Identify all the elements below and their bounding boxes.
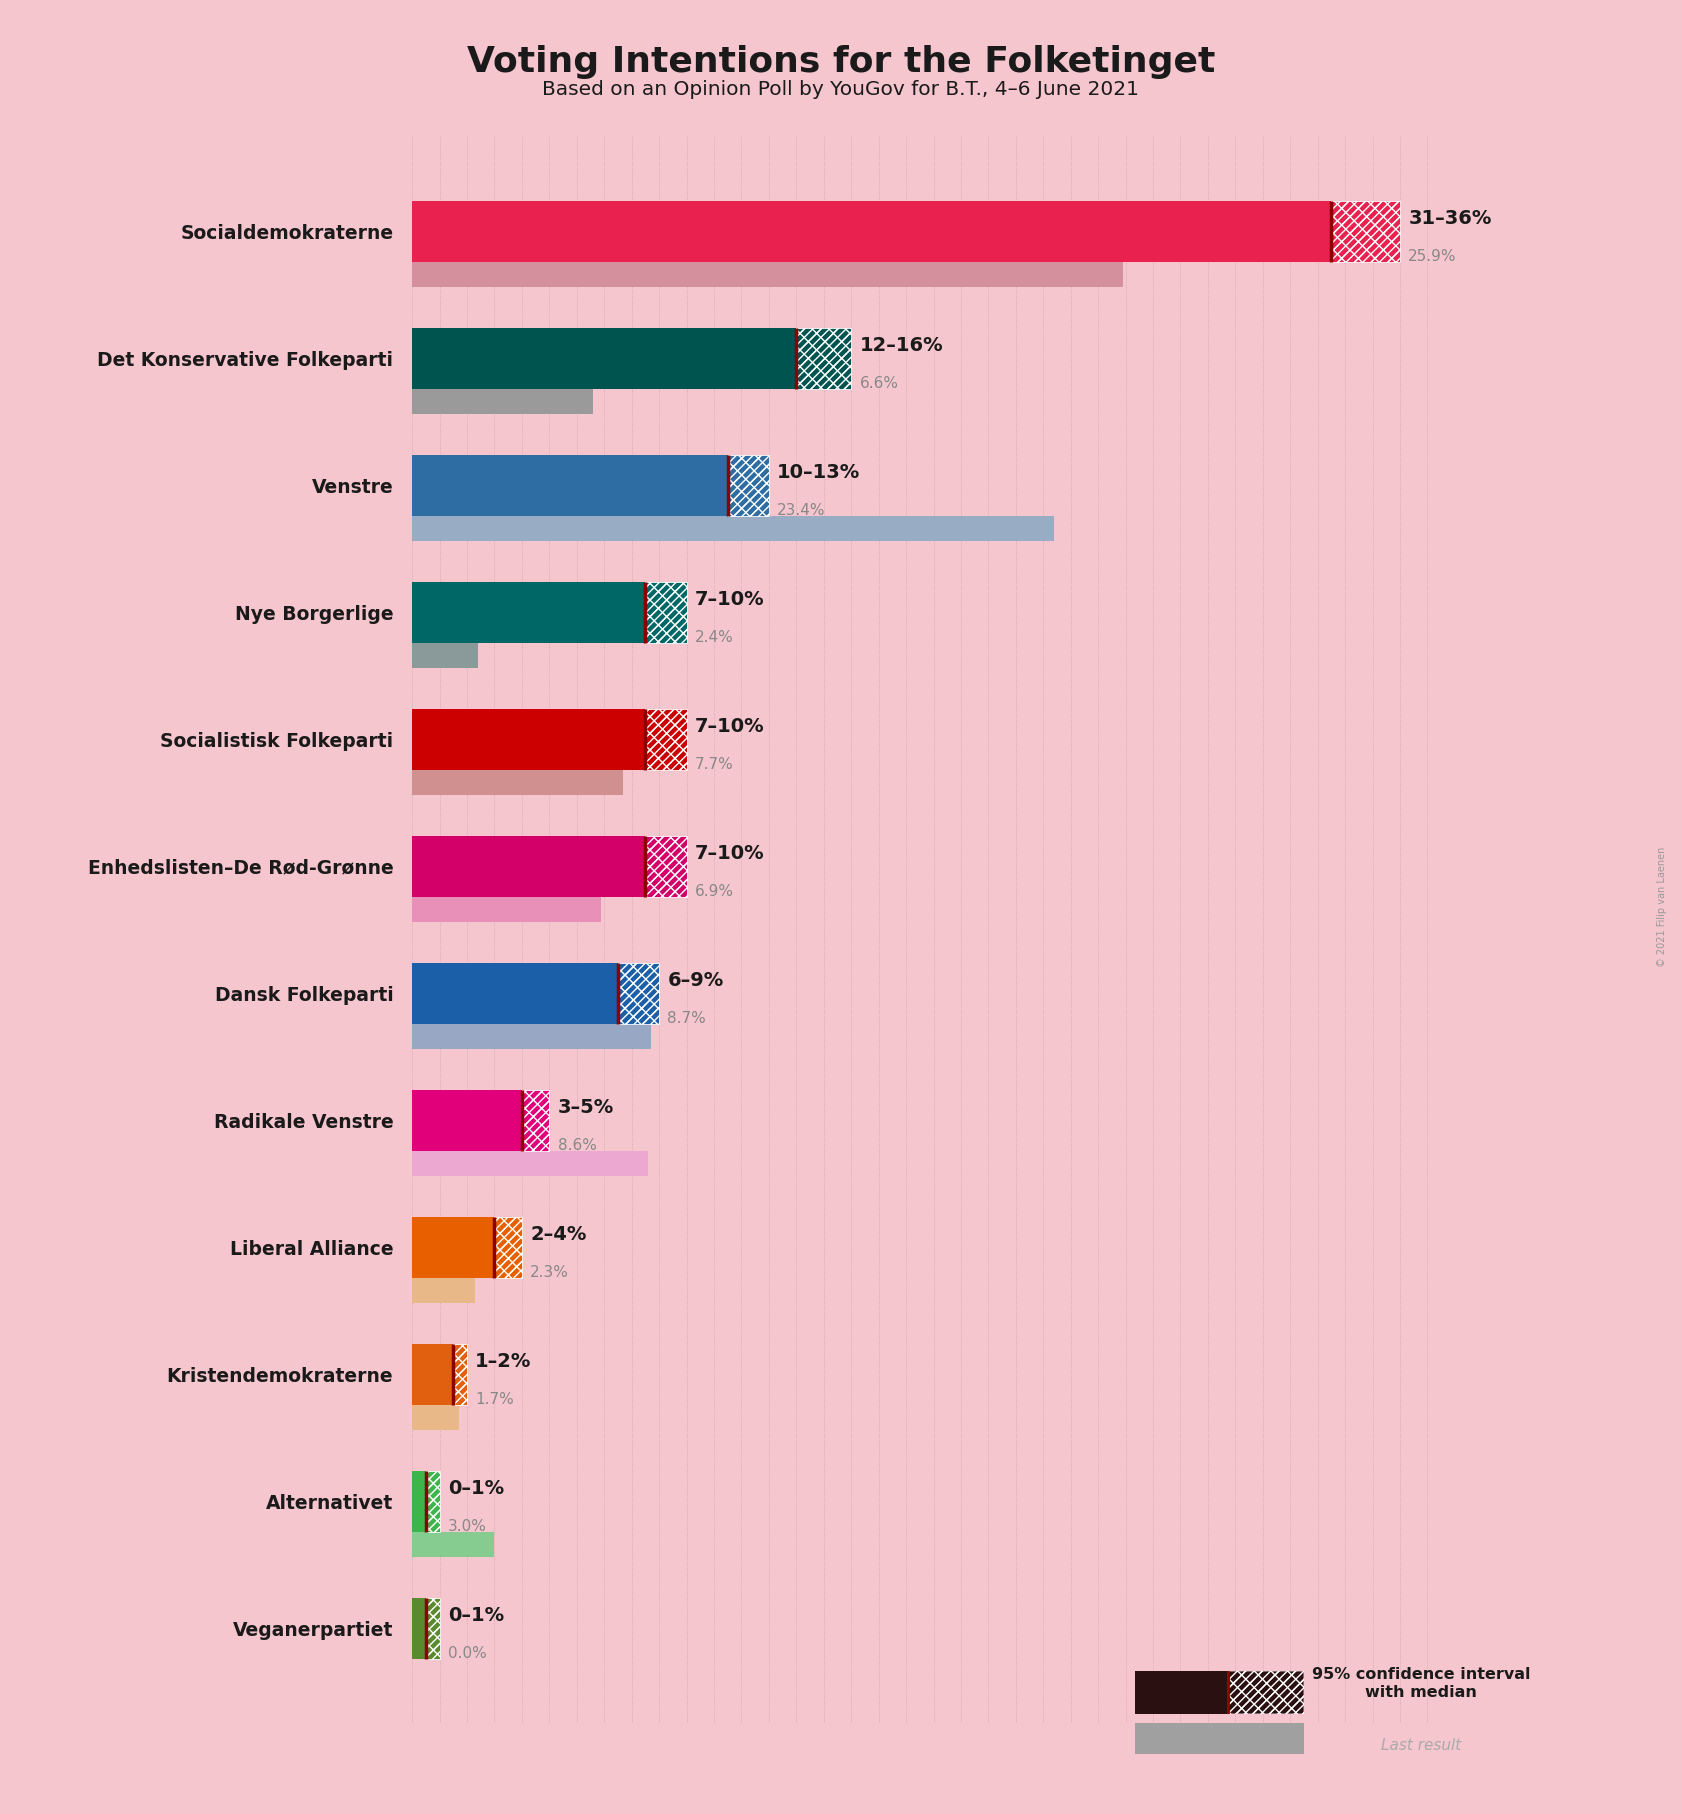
Text: 3–5%: 3–5%	[557, 1097, 614, 1117]
Bar	[426, 1471, 439, 1531]
Text: 3.0%: 3.0%	[447, 1518, 486, 1535]
Text: 2–4%: 2–4%	[530, 1224, 587, 1244]
Bar	[495, 1217, 521, 1277]
Bar	[452, 1344, 468, 1404]
Bar	[412, 642, 478, 668]
Text: Voting Intentions for the Folketinget: Voting Intentions for the Folketinget	[468, 45, 1214, 80]
Bar	[412, 1277, 476, 1302]
Bar	[412, 328, 796, 388]
Bar	[426, 1598, 439, 1658]
Bar	[646, 836, 686, 896]
Bar	[412, 896, 602, 922]
Bar	[412, 769, 624, 795]
Text: 0–1%: 0–1%	[447, 1478, 505, 1498]
Text: © 2021 Filip van Laenen: © 2021 Filip van Laenen	[1657, 847, 1667, 967]
Bar	[412, 1150, 648, 1175]
Bar	[521, 1090, 550, 1150]
Bar	[426, 1471, 439, 1531]
Text: 6.6%: 6.6%	[860, 375, 898, 392]
Text: Based on an Opinion Poll by YouGov for B.T., 4–6 June 2021: Based on an Opinion Poll by YouGov for B…	[543, 80, 1139, 98]
Bar	[412, 455, 728, 515]
Bar	[426, 1598, 439, 1658]
Bar	[646, 582, 686, 642]
Text: 25.9%: 25.9%	[1408, 249, 1457, 265]
Bar	[1332, 201, 1399, 261]
Text: 6.9%: 6.9%	[695, 883, 733, 900]
Bar	[412, 1531, 495, 1556]
Bar	[412, 201, 1332, 261]
Text: 2.4%: 2.4%	[695, 629, 733, 646]
Text: 8.6%: 8.6%	[557, 1137, 597, 1154]
Bar	[646, 582, 686, 642]
Bar	[452, 1344, 468, 1404]
Bar	[412, 388, 594, 414]
Text: 0.0%: 0.0%	[447, 1645, 486, 1662]
Bar	[412, 836, 646, 896]
Bar	[521, 1090, 550, 1150]
Text: 1.7%: 1.7%	[476, 1391, 515, 1408]
Bar	[412, 1404, 459, 1429]
Text: 10–13%: 10–13%	[777, 463, 860, 483]
Bar	[412, 1023, 651, 1048]
Bar	[1332, 201, 1399, 261]
Text: 1–2%: 1–2%	[476, 1351, 532, 1371]
Text: Last result: Last result	[1381, 1738, 1462, 1752]
Bar	[646, 836, 686, 896]
Bar	[412, 963, 617, 1023]
Bar	[646, 709, 686, 769]
Bar	[412, 261, 1124, 287]
Bar	[1228, 1671, 1304, 1714]
Text: 7–10%: 7–10%	[695, 590, 764, 610]
Bar	[728, 455, 769, 515]
Bar	[412, 1090, 521, 1150]
Text: 95% confidence interval
with median: 95% confidence interval with median	[1312, 1667, 1531, 1700]
Bar	[412, 1471, 426, 1531]
Bar	[796, 328, 851, 388]
Text: 6–9%: 6–9%	[668, 970, 723, 990]
Text: 2.3%: 2.3%	[530, 1264, 569, 1281]
Bar	[412, 709, 646, 769]
Bar	[646, 709, 686, 769]
Text: 7–10%: 7–10%	[695, 717, 764, 736]
Text: 31–36%: 31–36%	[1408, 209, 1492, 229]
Bar	[796, 328, 851, 388]
Text: 8.7%: 8.7%	[668, 1010, 706, 1027]
Bar	[412, 1344, 452, 1404]
Text: 7–10%: 7–10%	[695, 844, 764, 863]
Bar	[412, 515, 1055, 541]
Text: 12–16%: 12–16%	[860, 336, 944, 356]
Bar	[495, 1217, 521, 1277]
Bar	[1135, 1671, 1228, 1714]
Bar	[412, 582, 646, 642]
Bar	[617, 963, 659, 1023]
Text: 7.7%: 7.7%	[695, 756, 733, 773]
Text: 23.4%: 23.4%	[777, 502, 826, 519]
Text: 0–1%: 0–1%	[447, 1605, 505, 1625]
Bar	[1228, 1671, 1304, 1714]
Bar	[412, 1217, 495, 1277]
Bar	[412, 1598, 426, 1658]
Bar	[617, 963, 659, 1023]
Bar	[728, 455, 769, 515]
